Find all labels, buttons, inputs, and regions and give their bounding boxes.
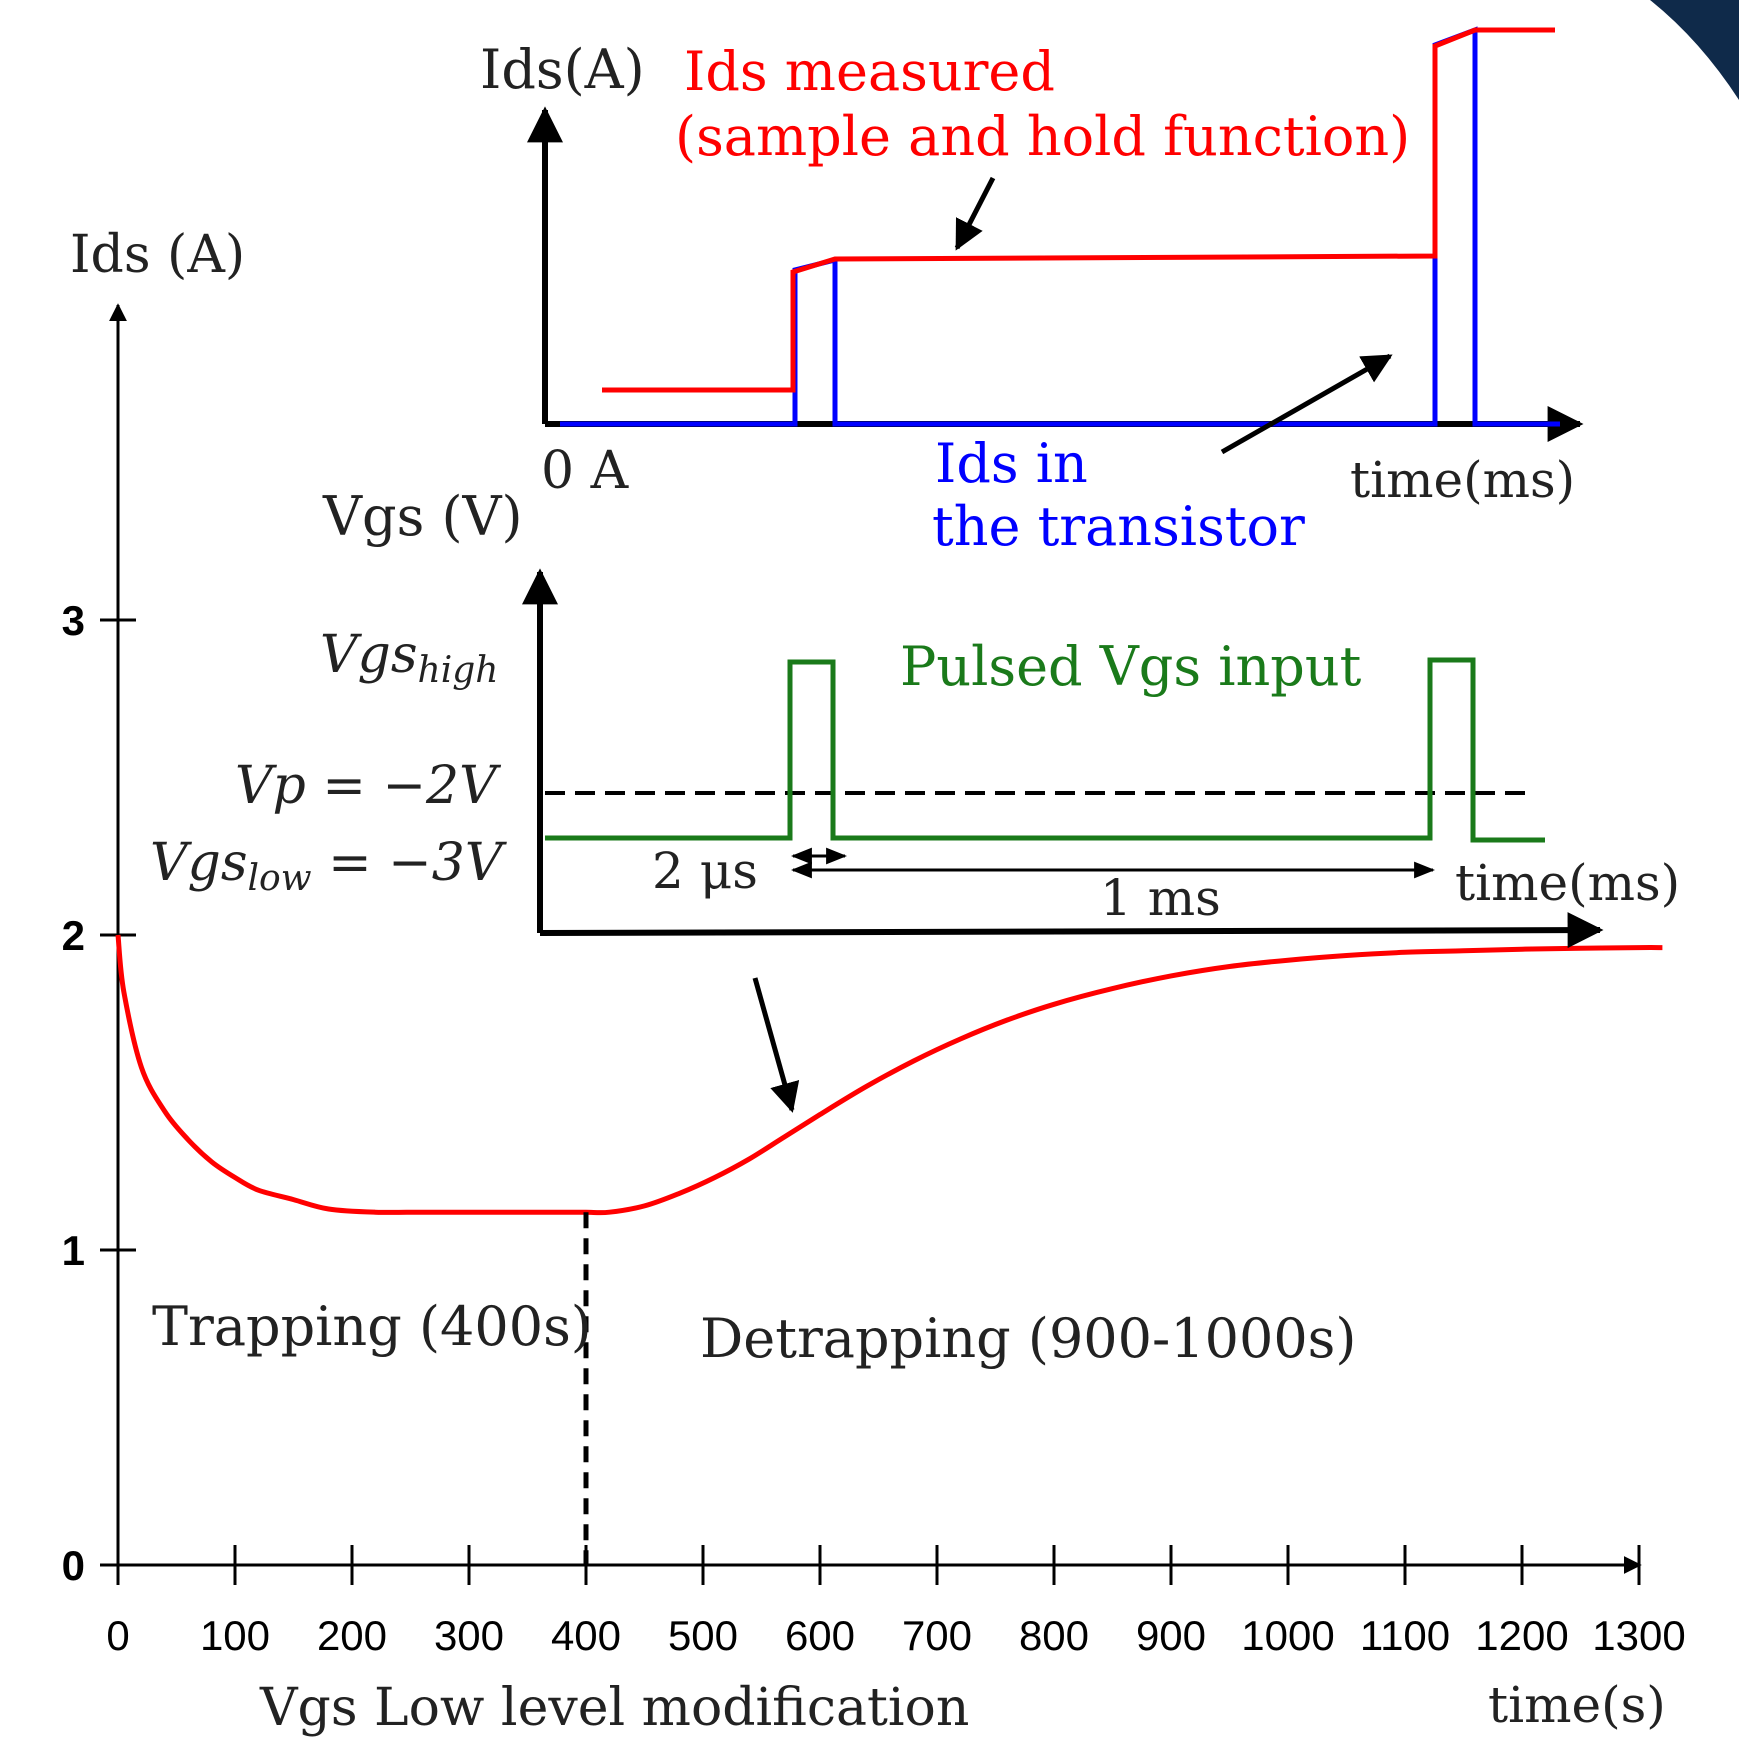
top-inset-zero-label: 0 A [541,441,630,501]
y-tick-label: 1 [62,1227,85,1274]
transistor-label-line2: the transistor [932,495,1305,558]
ids-curve [115,934,1663,1216]
vp-label: Vp = −2V [235,756,501,816]
dim-1ms-label: 1 ms [1100,869,1221,927]
transistor-pointer-arrow [1220,353,1393,455]
x-tick-label: 700 [902,1612,972,1659]
x-tick-label: 500 [668,1612,738,1659]
x-tick-label: 1300 [1592,1612,1685,1659]
y-tick-label: 2 [62,912,85,959]
x-axis-ticks: 0 100 200 300 400 500 600 700 800 900 1000 1100 1200… [106,1545,1686,1659]
pulsed-vgs-trace [545,657,1545,843]
pulsed-vgs-label: Pulsed Vgs input [900,635,1362,698]
corner-decoration [1650,0,1739,100]
mid-inset-x-label: time(ms) [1455,854,1680,912]
detrapping-label: Detrapping (900-1000s) [700,1307,1356,1370]
measured-label-line1: Ids measured [684,40,1055,103]
x-tick-label: 1200 [1475,1612,1568,1659]
x-tick-label: 1100 [1360,1612,1450,1659]
mid-inset-y-label: Vgs (V) [322,485,523,548]
trapping-label: Trapping (400s) [152,1295,592,1358]
x-tick-label: 600 [785,1612,855,1659]
vgs-inset-chart: Vgs (V) time(ms) Vgshigh Vp = −2V Vgslow… [150,485,1680,949]
main-chart: 0 1 2 3 0 100 200 300 400 500 600 700 800 900 1000 110… [62,225,1686,1737]
x-tick-label: 900 [1136,1612,1206,1659]
x-tick-label: 1000 [1241,1612,1334,1659]
y-tick-label: 3 [62,597,85,644]
x-tick-label: 800 [1019,1612,1089,1659]
pointer-arrow-to-curve [752,977,800,1113]
vgs-low-label: Vgslow = −3V [150,833,507,899]
x-tick-label: 100 [200,1612,270,1659]
measured-pointer-arrow [954,176,996,251]
main-x-label: time(s) [1488,1676,1666,1734]
main-y-label: Ids (A) [70,225,245,285]
x-tick-label: 200 [317,1612,387,1659]
y-tick-label: 0 [62,1542,85,1589]
main-x-caption: Vgs Low level modification [259,1678,969,1737]
top-inset-y-label: Ids(A) [480,38,645,101]
ids-measured-trace [602,27,1555,393]
measured-label-line2: (sample and hold function) [675,105,1410,168]
transistor-label-line1: Ids in [935,432,1088,495]
mid-inset-x-axis [539,912,1604,949]
x-tick-label: 300 [434,1612,504,1659]
ids-inset-chart: Ids(A) 0 A time(ms) Ids measured (sample… [480,26,1584,558]
x-tick-label: 0 [106,1612,129,1659]
top-inset-x-label: time(ms) [1350,451,1575,509]
y-axis-ticks: 0 1 2 3 [62,597,136,1589]
dim-2us-label: 2 μs [652,842,758,900]
x-tick-label: 400 [551,1612,621,1659]
vgs-high-label: Vgshigh [320,625,498,691]
